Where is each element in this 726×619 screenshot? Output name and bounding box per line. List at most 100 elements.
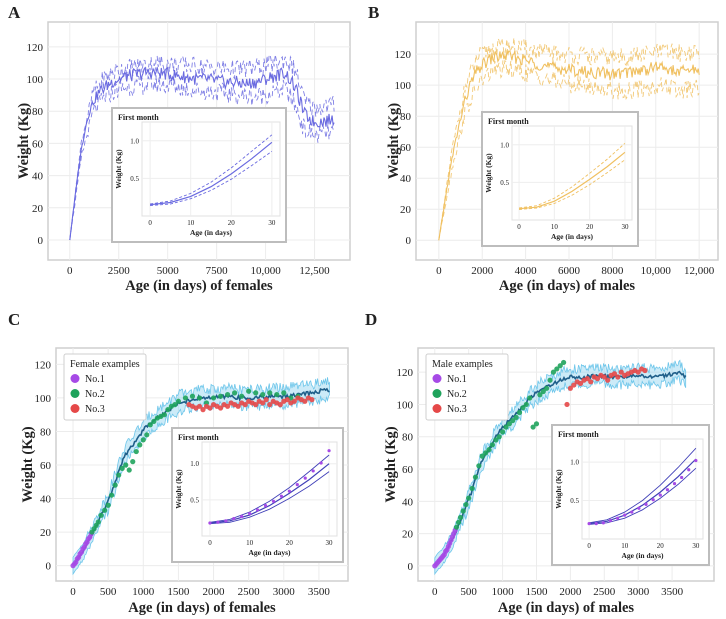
- y-tick-label: 80: [400, 111, 412, 123]
- scatter-point-no2: [144, 432, 150, 438]
- inset-scatter-point: [216, 520, 220, 524]
- x-tick-label: 500: [100, 586, 117, 598]
- x-tick-label: 7500: [206, 265, 229, 277]
- inset-plot-area: [201, 441, 338, 537]
- inset-title: First month: [488, 117, 529, 126]
- inset-x-axis-title: Age (in days): [190, 228, 233, 237]
- x-tick-label: 4000: [515, 265, 538, 277]
- inset-scatter-point: [287, 489, 291, 493]
- inset-mean-line: [519, 151, 626, 210]
- legend-marker-no3: [70, 404, 80, 413]
- y-tick-label: 60: [402, 464, 414, 476]
- legend-entry: No.2: [85, 389, 105, 400]
- legend-marker-no2: [432, 389, 442, 398]
- scatter-point-no2: [281, 390, 287, 396]
- scatter-point-no2: [486, 447, 492, 453]
- y-tick-label: 60: [400, 142, 412, 154]
- scatter-point-no3: [564, 401, 570, 408]
- inset-scatter-point: [651, 498, 655, 502]
- inset-scatter-point: [687, 468, 691, 472]
- x-axis-title: Age (in days) of females: [125, 278, 273, 294]
- scatter-point-no3: [253, 402, 259, 408]
- y-tick-label: 0: [406, 235, 412, 247]
- scatter-point-no2: [116, 472, 122, 478]
- inset-scatter-point: [594, 522, 598, 526]
- y-tick-label: 100: [27, 74, 44, 86]
- scatter-point-no3: [242, 402, 248, 408]
- x-tick-label: 3500: [661, 586, 684, 598]
- x-tick-label: 2000: [203, 586, 226, 598]
- scatter-point-no3: [588, 379, 594, 385]
- scatter-point-no3: [207, 405, 213, 411]
- x-tick-label: 10,000: [641, 265, 672, 277]
- panel-letter: A: [8, 3, 21, 22]
- inset-scatter-point: [680, 475, 684, 480]
- inset-upper-line: [589, 447, 697, 524]
- legend-title: Female examples: [70, 359, 140, 370]
- inset-upper-line: [519, 142, 626, 209]
- inset-scatter-point: [319, 461, 323, 465]
- y-tick-label: 40: [400, 173, 412, 185]
- legend-marker-no1: [70, 374, 80, 383]
- inset-y-axis-title: Weight (Kg): [484, 153, 493, 193]
- inset-lower-line: [519, 159, 626, 210]
- inset-scatter-point: [248, 511, 252, 516]
- legend-entry: No.3: [85, 404, 105, 415]
- y-tick-label: 60: [32, 138, 44, 150]
- scatter-point-no2: [463, 501, 469, 508]
- scatter-point-no2: [466, 495, 472, 501]
- scatter-point-no2: [457, 514, 464, 521]
- x-tick-label: 1000: [492, 586, 515, 598]
- y-axis-title: Weight (Kg): [386, 103, 402, 179]
- scatter-point-no2: [533, 421, 540, 427]
- scatter-point-no2: [460, 508, 466, 514]
- inset-scatter-point: [311, 469, 315, 473]
- y-tick-label: 0: [38, 235, 44, 247]
- confidence-band: [72, 377, 330, 576]
- inset-scatter-point: [327, 449, 331, 453]
- scatter-point-no2: [506, 421, 512, 427]
- inset-scatter-point: [271, 499, 276, 503]
- inset-x-tick-label: 30: [326, 539, 334, 547]
- x-tick-label: 6000: [558, 265, 581, 277]
- y-axis-title: Weight (Kg): [20, 426, 36, 502]
- scatter-point-no2: [189, 393, 196, 399]
- confidence-band: [434, 359, 687, 576]
- y-tick-label: 120: [27, 42, 44, 54]
- series-line-mean: [438, 49, 700, 241]
- scatter-point-no2: [95, 519, 101, 525]
- inset-x-tick-label: 20: [657, 542, 665, 550]
- legend-entry: No.1: [447, 374, 467, 385]
- x-tick-label: 0: [70, 586, 76, 598]
- inset-title: First month: [118, 113, 159, 122]
- inset-scatter-point: [279, 494, 284, 498]
- scatter-point-no3: [577, 380, 584, 387]
- inset-frame: [551, 424, 710, 566]
- scatter-point-no2: [496, 434, 502, 440]
- inset-scatter-point: [630, 510, 634, 514]
- scatter-point-no2: [119, 465, 125, 471]
- legend-marker-no2: [70, 389, 80, 398]
- inset-scatter-point: [644, 502, 648, 506]
- y-axis-title: Weight (Kg): [16, 103, 32, 179]
- y-tick-label: 100: [397, 399, 414, 411]
- scatter-point-no3: [302, 398, 308, 404]
- x-tick-label: 8000: [601, 265, 624, 277]
- panel-letter: B: [368, 3, 379, 22]
- scatter-point-no3: [594, 376, 601, 382]
- scatter-point-no2: [537, 392, 543, 398]
- y-tick-label: 80: [32, 106, 44, 118]
- legend-box: [63, 353, 147, 421]
- scatter-point-no2: [133, 448, 139, 455]
- scatter-point-no3: [584, 376, 590, 382]
- inset-plot-area: [511, 125, 633, 221]
- x-tick-label: 0: [436, 265, 442, 277]
- inset-y-axis-title: Weight (Kg): [554, 469, 563, 509]
- x-tick-label: 2500: [108, 265, 131, 277]
- legend: Female examples No.1 No.2 No.3: [63, 353, 147, 421]
- scatter-point-no2: [137, 442, 143, 448]
- y-axis-title: Weight (Kg): [383, 426, 399, 502]
- inset-lower-line: [209, 471, 330, 525]
